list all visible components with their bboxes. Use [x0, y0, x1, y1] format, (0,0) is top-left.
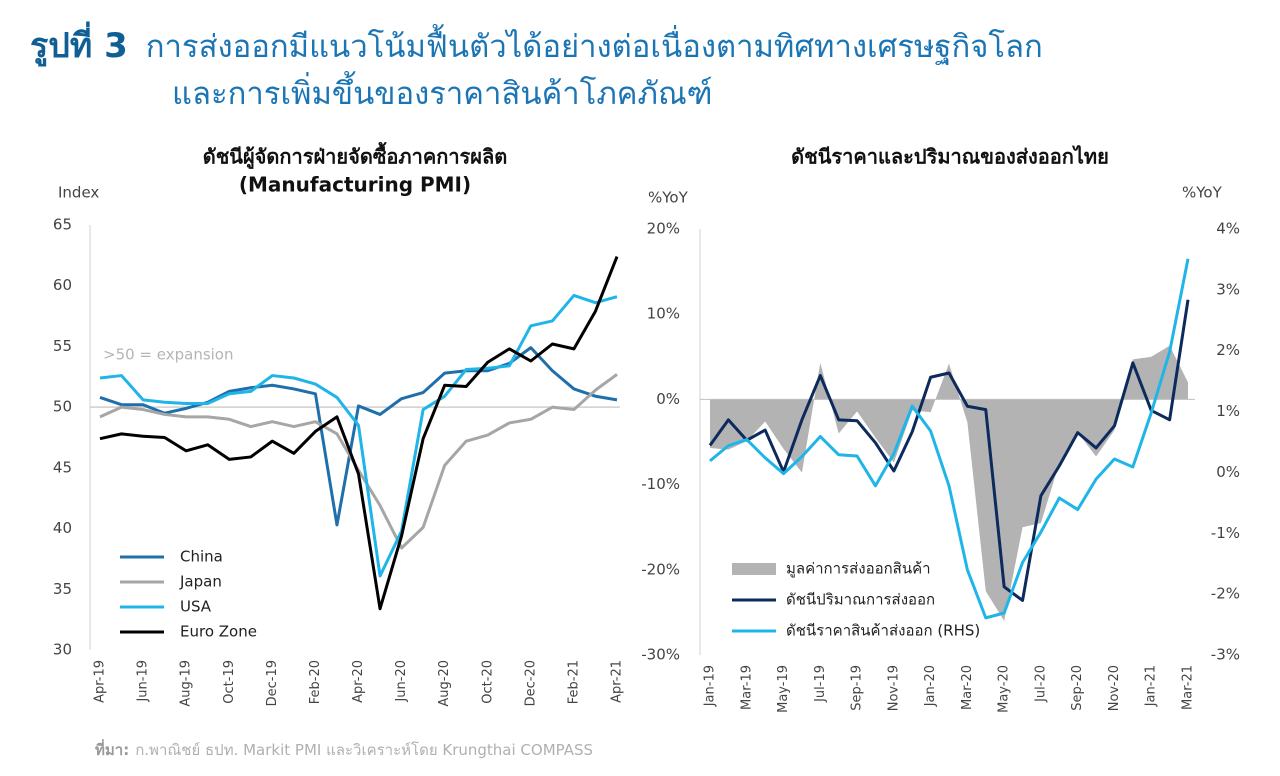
legend-label: Euro Zone	[180, 623, 257, 641]
x-tick-label: Jun-20	[394, 660, 409, 703]
legend-label: Japan	[179, 573, 222, 591]
x-tick-label: Mar-19	[739, 665, 754, 710]
y-tick-label: 40	[53, 519, 72, 537]
x-tick-label: Mar-21	[1181, 665, 1196, 710]
y-tick-label: -20%	[641, 560, 680, 578]
x-tick-label: Mar-20	[960, 665, 975, 710]
chart-title: ดัชนีราคาและปริมาณของส่งออกไทย	[791, 145, 1109, 169]
legend-label: ดัชนีปริมาณการส่งออก	[786, 591, 935, 609]
y2-tick-label: 3%	[1216, 280, 1240, 298]
y2-tick-label: 4%	[1216, 220, 1240, 238]
title-line: และการเพิ่มขึ้นของราคาสินค้าโภคภัณฑ์	[172, 76, 713, 112]
y-tick-label: 10%	[647, 305, 680, 323]
x-tick-label: Jun-19	[136, 660, 151, 703]
x-tick-label: May-19	[776, 665, 791, 713]
y-tick-label: 0%	[656, 390, 680, 408]
y-tick-label: -10%	[641, 475, 680, 493]
figure-title: รูปที่ 3 การส่งออกมีแนวโน้มฟื้นตัวได้อย่า…	[30, 18, 1043, 72]
source-label: ที่มา:	[95, 741, 130, 759]
y2-axis-label: %YoY	[1182, 184, 1223, 202]
y2-tick-label: -1%	[1211, 524, 1240, 542]
source-text: ก.พาณิชย์ ธปท. Markit PMI และวิเคราะห์โด…	[135, 741, 594, 759]
line	[99, 346, 618, 527]
x-tick-label: Jan-20	[923, 665, 938, 707]
x-tick-label: Nov-20	[1107, 665, 1122, 711]
y-tick-label: 55	[53, 337, 72, 355]
x-tick-label: Apr-21	[610, 660, 625, 703]
y2-tick-label: 0%	[1216, 463, 1240, 481]
figure-label: รูปที่ 3	[30, 26, 128, 66]
x-tick-label: Feb-21	[566, 660, 581, 704]
legend-label: มูลค่าการส่งออกสินค้า	[786, 560, 931, 578]
x-tick-label: Aug-19	[179, 660, 194, 707]
legend-swatch	[732, 563, 776, 575]
y-tick-label: 35	[53, 580, 72, 598]
x-tick-label: Dec-19	[265, 660, 280, 706]
line	[709, 258, 1190, 620]
y-axis-label: Index	[58, 184, 99, 202]
x-tick-label: Sep-20	[1070, 665, 1085, 711]
y-tick-label: 30	[53, 641, 72, 659]
y-tick-label: 60	[53, 276, 72, 294]
x-tick-label: Sep-19	[850, 665, 865, 711]
y-tick-label: 45	[53, 458, 72, 476]
x-tick-label: May-20	[997, 665, 1012, 713]
x-tick-label: Jan-21	[1144, 665, 1159, 707]
y2-tick-label: 2%	[1216, 341, 1240, 359]
x-tick-label: Oct-19	[222, 660, 237, 704]
x-tick-label: Aug-20	[437, 660, 452, 707]
chart-title: ดัชนีผู้จัดการฝ่ายจัดซื้อภาคการผลิต	[203, 142, 508, 171]
y-axis-label: %YoY	[648, 189, 689, 207]
legend-label: China	[180, 548, 223, 566]
legend-label: ดัชนีราคาสินค้าส่งออก (RHS)	[786, 622, 980, 640]
line	[99, 373, 618, 550]
x-tick-label: Apr-20	[351, 660, 366, 703]
legend-label: USA	[180, 598, 212, 616]
x-tick-label: Jul-20	[1033, 665, 1048, 703]
x-tick-label: Jan-19	[703, 665, 718, 707]
y-tick-label: 65	[53, 216, 72, 234]
charts: ดัชนีผู้จัดการฝ่ายจัดซื้อภาคการผลิต(Manu…	[53, 142, 1240, 713]
x-tick-label: Jul-19	[813, 665, 828, 703]
x-tick-label: Oct-20	[480, 660, 495, 704]
line	[708, 299, 1190, 602]
y2-tick-label: 1%	[1216, 402, 1240, 420]
x-tick-label: Dec-20	[523, 660, 538, 706]
y2-tick-label: -3%	[1211, 646, 1240, 664]
y2-tick-label: -2%	[1211, 585, 1240, 603]
title-line: การส่งออกมีแนวโน้มฟื้นตัวได้อย่างต่อเนื่…	[145, 29, 1043, 65]
x-tick-label: Feb-20	[308, 660, 323, 704]
y-tick-label: 20%	[647, 220, 680, 238]
y-tick-label: 50	[53, 398, 72, 416]
source: ที่มา: ก.พาณิชย์ ธปท. Markit PMI และวิเคร…	[95, 738, 593, 762]
y-tick-label: -30%	[641, 646, 680, 664]
chart-title: (Manufacturing PMI)	[239, 173, 471, 197]
x-tick-label: Nov-19	[886, 665, 901, 711]
x-tick-label: Apr-19	[93, 660, 108, 703]
line	[99, 293, 618, 578]
area	[710, 345, 1188, 621]
line	[99, 256, 619, 611]
annotation: >50 = expansion	[103, 346, 234, 364]
